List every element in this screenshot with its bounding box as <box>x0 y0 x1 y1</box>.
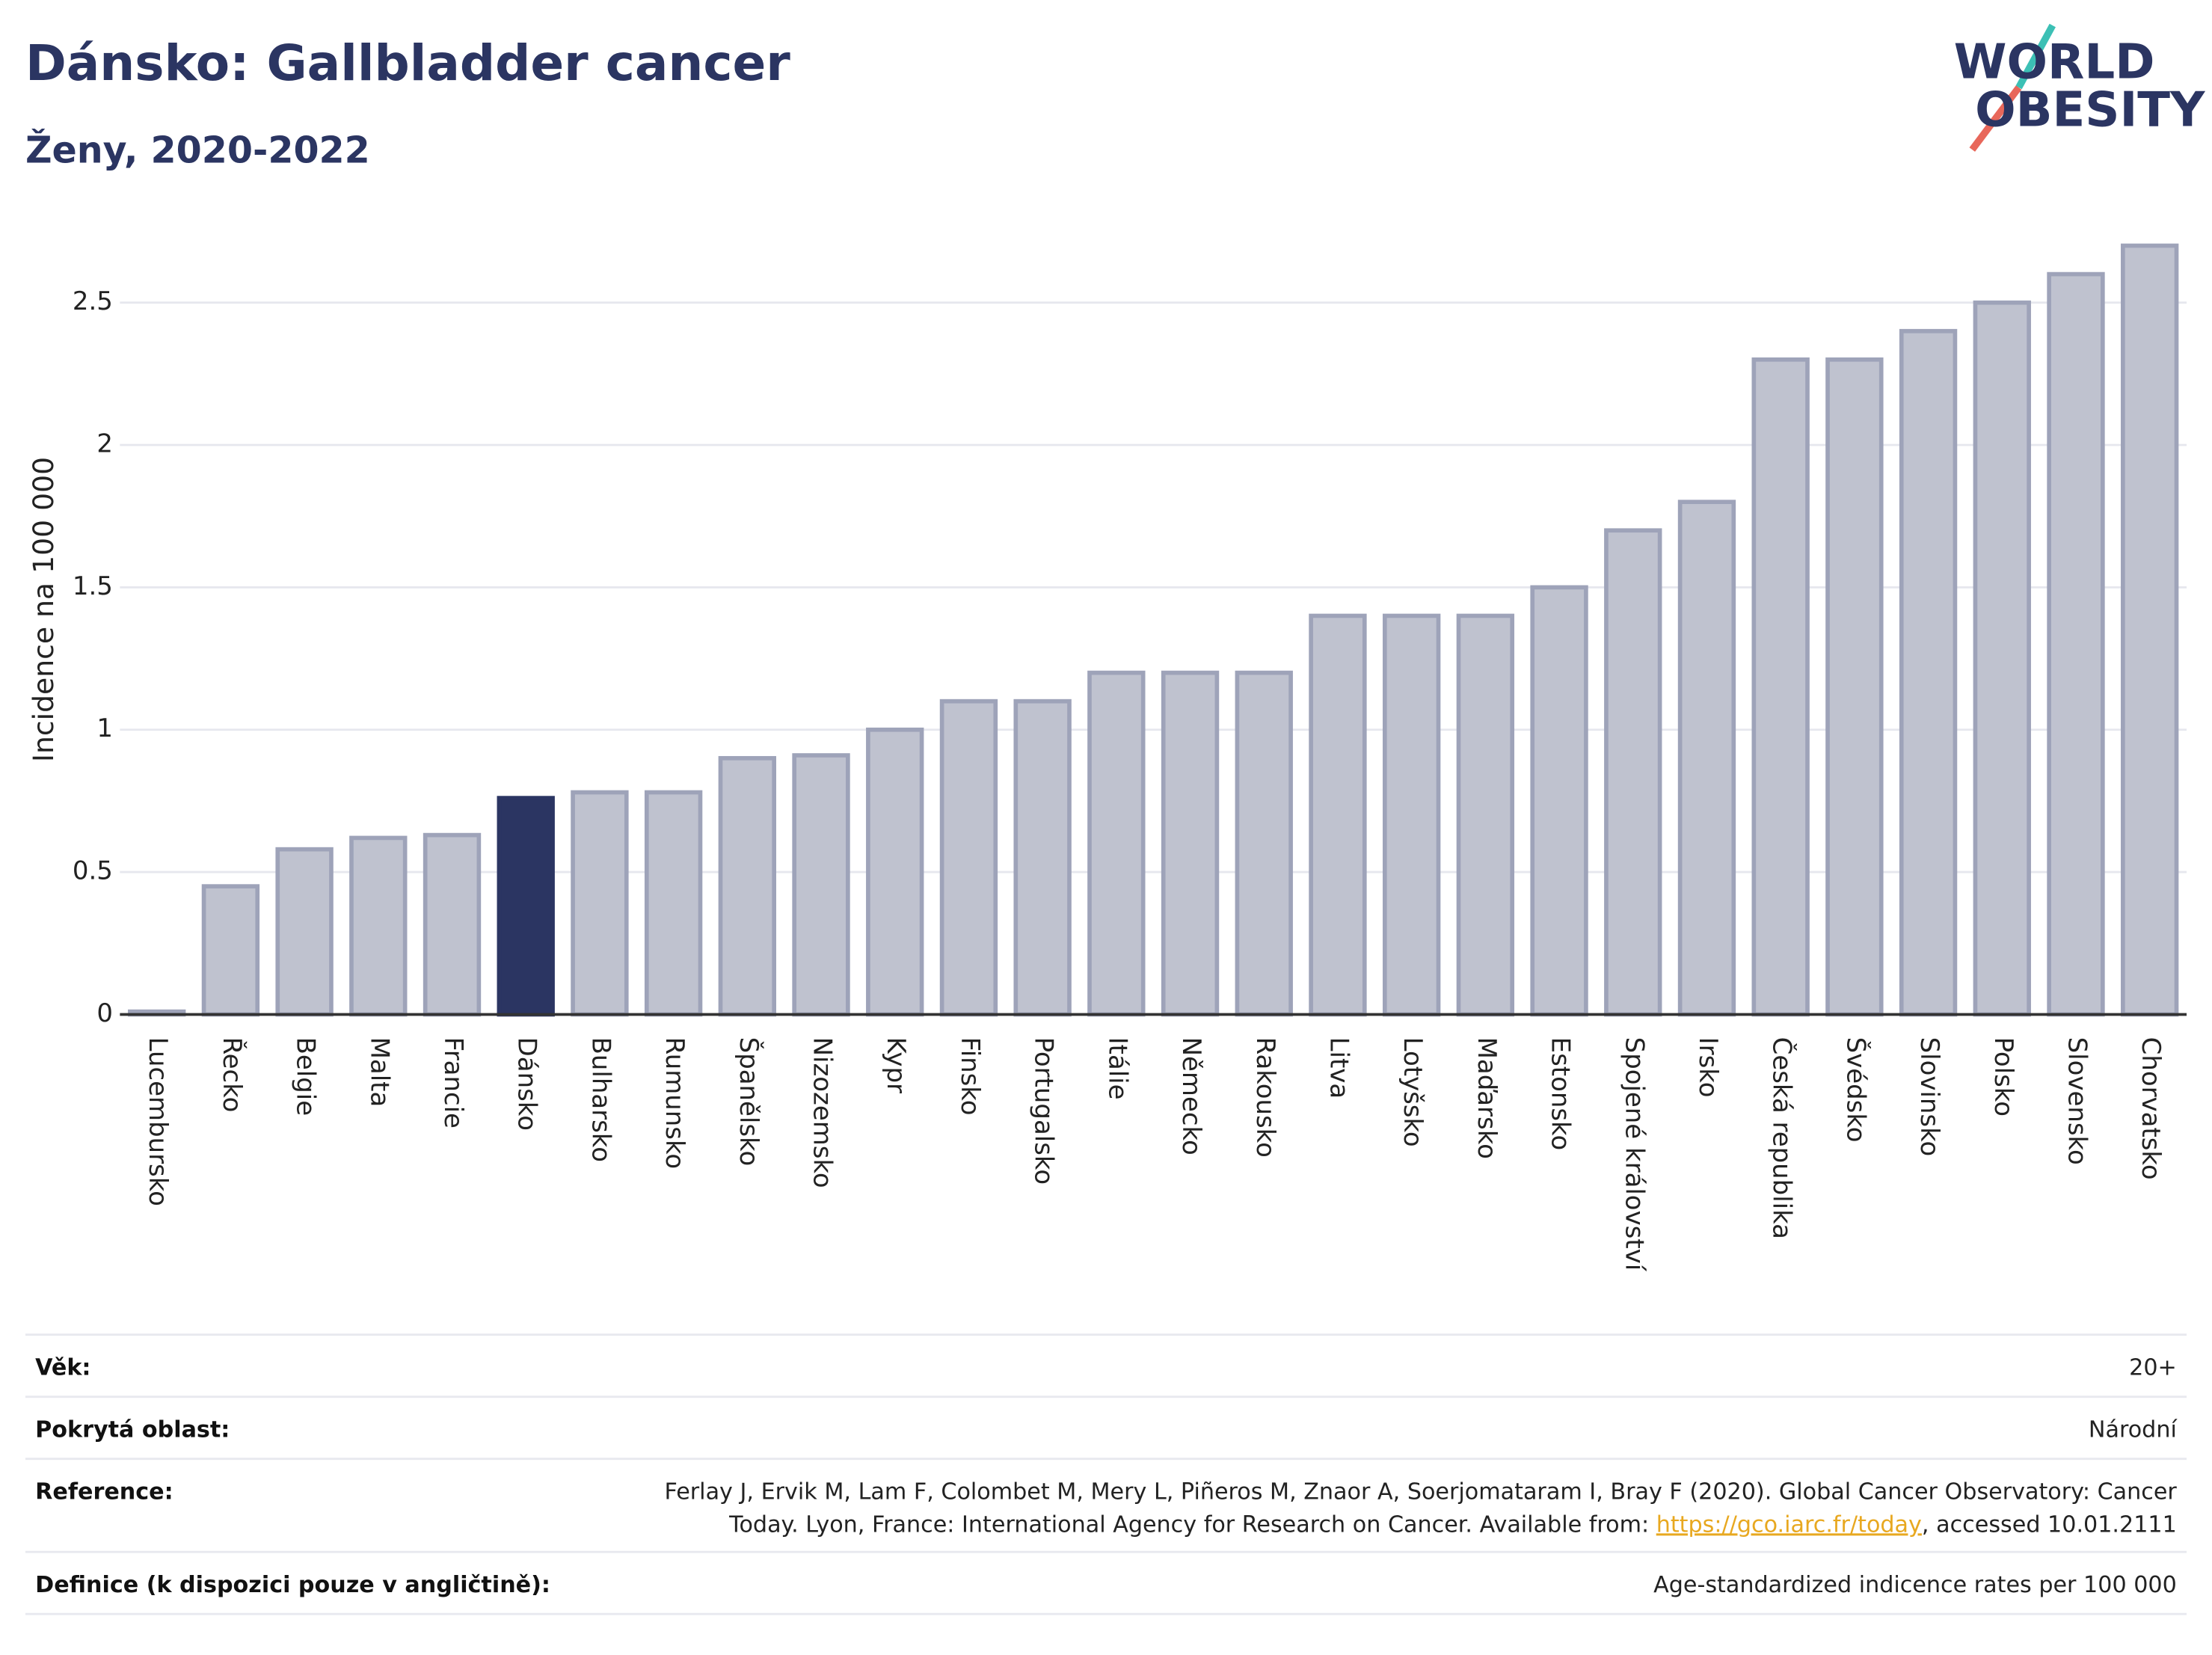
x-tick-label: Belgie <box>291 1037 321 1116</box>
y-tick-label: 0.5 <box>73 856 113 886</box>
x-tick-label: Malta <box>364 1037 394 1108</box>
footer-label: Věk: <box>35 1354 90 1381</box>
x-tick-label: Lucembursko <box>143 1037 173 1206</box>
x-tick-label: Portugalsko <box>1029 1037 1059 1185</box>
bar <box>1530 585 1588 1017</box>
footer-text: , accessed 10.01.2111 <box>1922 1511 2177 1538</box>
x-tick-label: Česká republika <box>1767 1037 1798 1239</box>
bar <box>792 753 850 1017</box>
bar <box>1382 613 1441 1017</box>
logo-text: OBESITY <box>1975 82 2206 138</box>
footer-value: Today. Lyon, France: International Agenc… <box>728 1511 2177 1538</box>
bar <box>201 884 260 1017</box>
bar <box>1161 670 1220 1017</box>
bar <box>2047 271 2105 1017</box>
bar <box>497 796 555 1017</box>
x-tick-label: Irsko <box>1693 1037 1723 1098</box>
bar <box>423 832 482 1017</box>
bar <box>1604 528 1662 1017</box>
bar <box>939 698 998 1017</box>
footer-label: Reference: <box>35 1479 173 1505</box>
footer: Věk: 20+ Pokrytá oblast: Národní Reference: F… <box>25 1333 2187 1615</box>
chart-title: Dánsko: Gallbladder cancer <box>25 34 790 92</box>
x-tick-label: Finsko <box>955 1037 985 1116</box>
bar <box>1825 357 1884 1017</box>
y-tick-label: 1 <box>96 713 113 743</box>
x-tick-label: Rakousko <box>1250 1037 1280 1158</box>
footer-value: Národní <box>2089 1416 2178 1443</box>
x-tick-label: Kypr <box>881 1037 911 1093</box>
y-tick-label: 2 <box>96 429 113 459</box>
x-tick-label: Německo <box>1176 1037 1206 1155</box>
bar <box>1456 613 1515 1017</box>
x-tick-label: Dánsko <box>512 1037 542 1131</box>
bar <box>1677 500 1736 1017</box>
bar <box>1087 670 1146 1017</box>
x-tick-label: Rumunsko <box>660 1037 689 1170</box>
x-tick-label: Polsko <box>1988 1037 2018 1117</box>
bar <box>1751 357 1810 1017</box>
x-tick-label: Spojené království <box>1619 1037 1649 1272</box>
x-tick-label: Bulharsko <box>586 1037 615 1162</box>
x-tick-label: Švédsko <box>1840 1037 1871 1143</box>
footer-value: Ferlay J, Ervik M, Lam F, Colombet M, Me… <box>665 1479 2178 1505</box>
footer-value: 20+ <box>2129 1354 2177 1381</box>
bar <box>718 755 777 1017</box>
x-tick-label: Chorvatsko <box>2136 1037 2166 1180</box>
logo-slash <box>1969 85 2022 152</box>
x-tick-label: Itálie <box>1102 1037 1132 1100</box>
footer-value: Age-standardized indicence rates per 100… <box>1653 1572 2177 1598</box>
y-tick-label: 0 <box>96 998 113 1028</box>
y-tick-label: 2.5 <box>73 286 113 316</box>
logo-slash <box>2015 23 2056 90</box>
bar <box>2121 243 2179 1017</box>
footer-label: Definice (k dispozici pouze v angličtině… <box>35 1572 550 1598</box>
x-tick-label: Slovinsko <box>1914 1037 1944 1157</box>
x-tick-label: Maďarsko <box>1472 1037 1502 1159</box>
bar <box>1309 613 1367 1017</box>
bar <box>349 835 408 1017</box>
x-tick-label: Řecko <box>217 1037 248 1113</box>
x-tick-label: Estonsko <box>1546 1037 1576 1151</box>
link[interactable]: https://gco.iarc.fr/today <box>1656 1511 1922 1538</box>
x-tick-label: Nizozemsko <box>808 1037 838 1188</box>
bar <box>1973 300 2031 1017</box>
footer-text: Today. Lyon, France: International Agenc… <box>728 1511 1656 1538</box>
x-tick-label: Španělsko <box>734 1037 764 1167</box>
footer-label: Pokrytá oblast: <box>35 1416 230 1443</box>
logo: WORLD OBESITY <box>1954 23 2206 152</box>
bar <box>1235 670 1293 1017</box>
x-tick-label: Litva <box>1324 1037 1354 1099</box>
bar <box>1899 328 1958 1017</box>
bar <box>1013 698 1072 1017</box>
x-tick-label: Francie <box>438 1037 468 1129</box>
bar <box>571 790 629 1017</box>
x-tick-label: Slovensko <box>2062 1037 2092 1165</box>
y-tick-label: 1.5 <box>73 571 113 601</box>
y-axis-label: Incidence na 100 000 <box>27 457 60 762</box>
logo-text: WORLD <box>1954 34 2155 90</box>
x-tick-label: Lotyšsko <box>1398 1037 1428 1147</box>
bar <box>275 847 334 1017</box>
bar <box>644 790 703 1017</box>
bar <box>866 727 924 1017</box>
chart-subtitle: Ženy, 2020-2022 <box>25 127 370 171</box>
